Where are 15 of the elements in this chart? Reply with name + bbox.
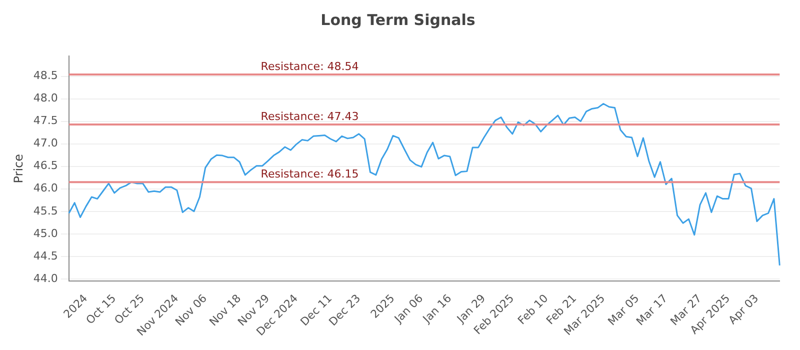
chart-title: Long Term Signals — [320, 10, 476, 29]
y-tick-label: 44.0 — [33, 272, 58, 285]
y-tick-label: 44.5 — [33, 249, 58, 262]
y-tick-label: 46.0 — [33, 182, 58, 195]
y-tick-label: 47.5 — [33, 114, 58, 128]
ref-line-label: Resistance: 46.15 — [260, 167, 359, 180]
ref-line-label: Resistance: 48.54 — [260, 60, 359, 73]
y-axis-title: Price — [11, 154, 26, 184]
y-tick-label: 46.5 — [33, 159, 58, 172]
y-tick-label: 48.5 — [33, 69, 58, 82]
y-tick-label: 47.0 — [33, 136, 58, 150]
y-tick-label: 45.5 — [33, 204, 58, 218]
y-tick-label: 45.0 — [33, 226, 58, 240]
y-tick-label: 48.0 — [33, 92, 58, 105]
ref-line-label: Resistance: 47.43 — [260, 110, 359, 123]
